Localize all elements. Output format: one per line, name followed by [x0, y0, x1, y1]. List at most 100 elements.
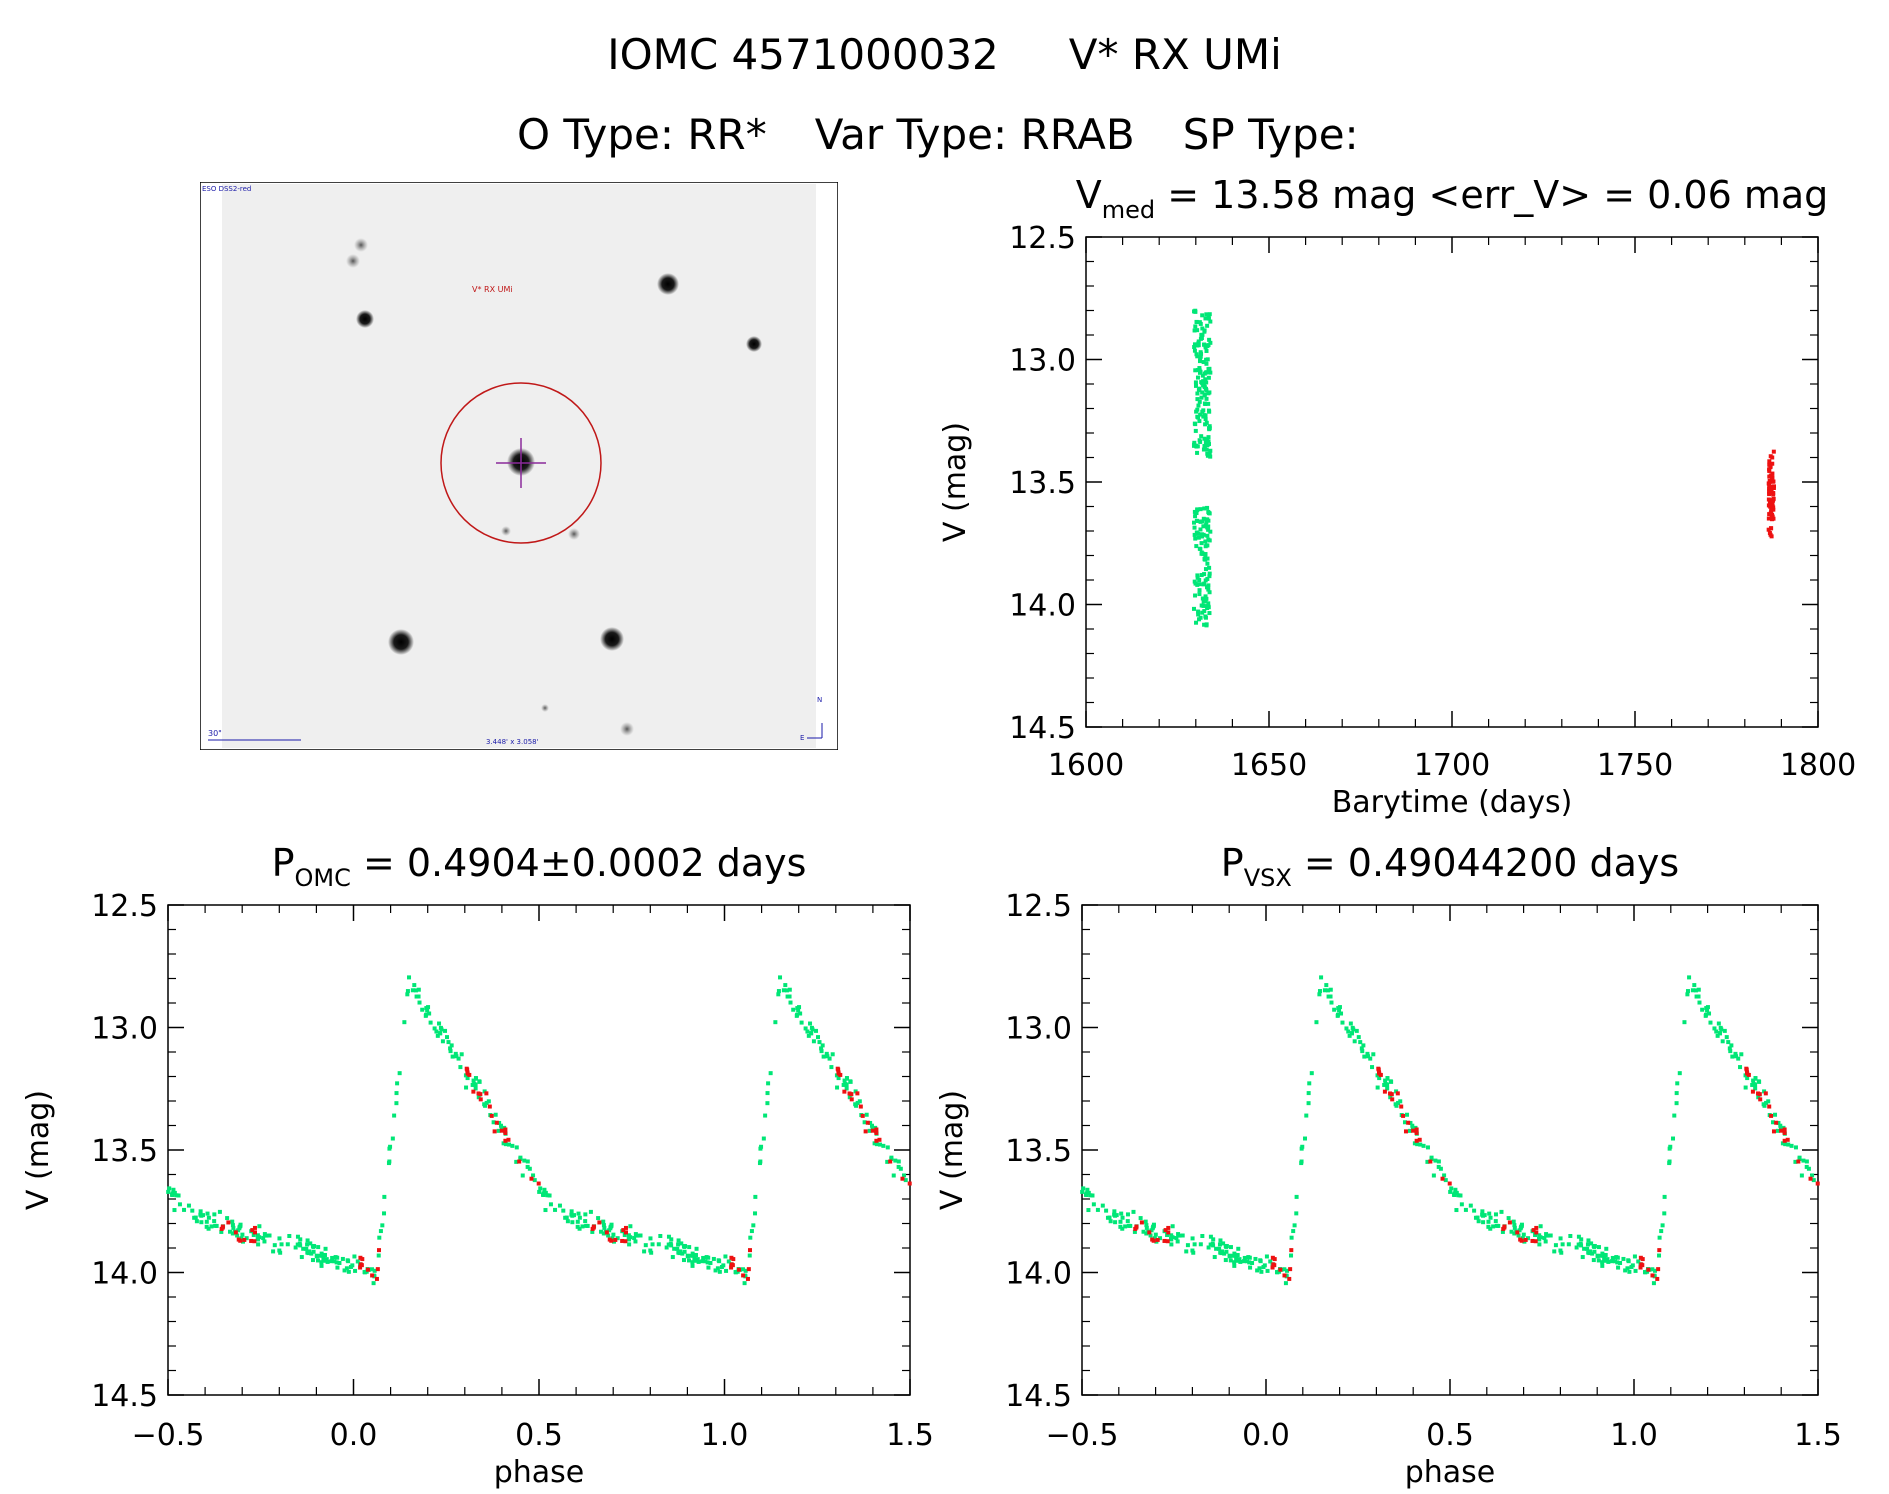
data-point — [577, 1226, 582, 1231]
data-point — [1204, 357, 1209, 362]
chart-phase-omc: POMC = 0.4904±0.0002 days −0.5 0.0 0.5 1.0 1.… — [21, 841, 934, 1490]
data-point — [1197, 419, 1202, 424]
data-point — [809, 1031, 814, 1036]
data-point — [1493, 1212, 1498, 1217]
data-point — [1390, 1097, 1395, 1102]
data-point — [824, 1051, 829, 1056]
data-point — [402, 1020, 407, 1025]
data-point — [410, 988, 415, 993]
data-point — [1734, 1054, 1739, 1059]
data-point — [1793, 1145, 1798, 1150]
data-point — [1768, 454, 1773, 459]
data-point — [1151, 1222, 1156, 1227]
data-point — [1192, 344, 1197, 349]
data-point — [1245, 1259, 1250, 1264]
data-point — [1119, 1211, 1124, 1216]
data-point — [1200, 326, 1205, 331]
data-point — [1197, 592, 1202, 597]
data-point — [355, 1259, 360, 1264]
data-point — [1123, 1224, 1128, 1229]
data-point — [1454, 1190, 1459, 1195]
x-tick-label: 0.5 — [1426, 1418, 1474, 1453]
data-point — [1600, 1260, 1605, 1265]
data-point — [907, 1181, 912, 1186]
data-point — [597, 1220, 602, 1225]
data-point — [252, 1225, 257, 1230]
data-point — [1361, 1043, 1366, 1048]
y-axis-label: V (mag) — [938, 422, 973, 542]
data-point — [606, 1233, 611, 1238]
star — [346, 254, 360, 268]
data-point — [1488, 1226, 1493, 1231]
data-point — [1202, 444, 1207, 449]
data-point — [615, 1236, 620, 1241]
data-point — [1201, 516, 1206, 521]
data-point — [471, 1089, 476, 1094]
data-point — [878, 1142, 883, 1147]
data-point — [1199, 434, 1204, 439]
data-point — [1621, 1256, 1626, 1261]
data-point — [1500, 1229, 1505, 1234]
data-point — [791, 1007, 796, 1012]
data-point — [1285, 1268, 1290, 1273]
data-point — [1385, 1076, 1390, 1081]
data-point — [1284, 1273, 1289, 1278]
data-point — [1640, 1257, 1645, 1262]
data-point — [1399, 1104, 1404, 1109]
data-point — [1438, 1166, 1443, 1171]
data-point — [1272, 1257, 1277, 1262]
data-point — [682, 1249, 687, 1254]
data-point — [819, 1049, 824, 1054]
data-point — [1204, 348, 1209, 353]
x-axis-label: Barytime (days) — [1332, 785, 1573, 820]
data-point — [171, 1187, 176, 1192]
data-point — [1300, 1144, 1305, 1149]
data-point — [1270, 1265, 1275, 1270]
data-point — [1195, 575, 1200, 580]
data-point — [1696, 987, 1701, 992]
north-label: N — [817, 696, 822, 704]
data-point — [435, 1033, 440, 1038]
data-point — [1662, 1211, 1667, 1216]
data-point — [1778, 1126, 1783, 1131]
data-point — [440, 1039, 445, 1044]
data-point — [1250, 1260, 1255, 1265]
data-point — [1204, 380, 1209, 385]
data-point — [1533, 1239, 1538, 1244]
data-point — [1769, 1113, 1774, 1118]
data-point — [1165, 1239, 1170, 1244]
data-point — [1771, 507, 1776, 512]
x-axis-label: phase — [1405, 1455, 1496, 1490]
data-point — [1785, 1137, 1790, 1142]
star — [657, 273, 679, 295]
data-point — [1194, 620, 1199, 625]
data-point — [1206, 527, 1211, 532]
data-point — [553, 1207, 558, 1212]
data-point — [1197, 368, 1202, 373]
data-point — [1770, 471, 1775, 476]
data-point — [1328, 987, 1333, 992]
data-point — [262, 1239, 267, 1244]
object-name: V* RX UMi — [1068, 30, 1282, 79]
data-point — [1442, 1173, 1447, 1178]
data-point — [1530, 1238, 1535, 1243]
data-point — [236, 1228, 241, 1233]
data-point — [1543, 1239, 1548, 1244]
data-point — [529, 1176, 534, 1181]
scale-label: 30" — [208, 729, 222, 738]
data-point — [576, 1211, 581, 1216]
data-point — [817, 1040, 822, 1045]
data-point — [378, 1229, 383, 1234]
data-point — [1203, 523, 1208, 528]
data-point — [1236, 1246, 1241, 1251]
x-tick-label: 1.5 — [886, 1418, 934, 1453]
data-point — [1195, 354, 1200, 359]
data-point — [1237, 1257, 1242, 1262]
data-point — [678, 1249, 683, 1254]
data-point — [1208, 1242, 1213, 1247]
data-point — [1660, 1223, 1665, 1228]
data-point — [1201, 408, 1206, 413]
data-point — [1163, 1228, 1168, 1233]
data-point — [1193, 383, 1198, 388]
